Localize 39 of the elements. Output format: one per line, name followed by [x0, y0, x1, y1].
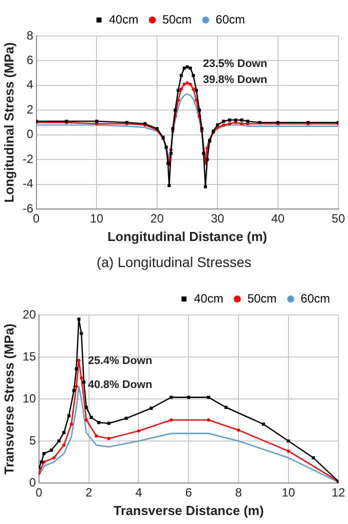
y-tick-label: 10 — [22, 391, 36, 406]
x-tick-label: 10 — [282, 486, 296, 500]
x-tick-label: 2 — [86, 486, 92, 500]
x-tick-label: 40 — [271, 212, 285, 226]
legend-label: 50cm — [247, 291, 277, 306]
x-tick-label: 12 — [332, 486, 346, 500]
y-axis-title: Transverse Stress (MPa) — [1, 323, 16, 475]
y-tick-label: 2 — [26, 102, 34, 116]
y-tick-label: 15 — [22, 349, 36, 364]
annotation: 23.5% Down — [203, 58, 268, 70]
y-tick-label: 0 — [29, 475, 36, 490]
x-tick-label: 8 — [235, 486, 242, 500]
legend-label: 50cm — [162, 12, 192, 26]
x-tick-label: 10 — [90, 212, 104, 226]
y-tick-label: 0 — [26, 127, 34, 142]
legend-label: 40cm — [108, 12, 138, 26]
y-tick-label: -2 — [22, 152, 34, 166]
y-axis-title: Longitudinal Stress (MPa) — [1, 42, 16, 203]
y-tick-label: 8 — [26, 28, 34, 42]
text: (a) Longitudinal Stresses — [96, 253, 252, 272]
y-tick-label: -6 — [22, 201, 34, 216]
x-axis-title: Transverse Distance (m) — [113, 502, 264, 518]
y-tick-label: 20 — [22, 307, 36, 322]
x-axis-title: Longitudinal Distance (m) — [107, 228, 268, 244]
legend-label: 40cm — [194, 291, 224, 306]
y-tick-label: 6 — [26, 53, 34, 68]
x-tick-label: 6 — [185, 486, 192, 500]
legend-label: 60cm — [216, 12, 246, 26]
x-tick-label: 20 — [150, 212, 164, 226]
x-tick-label: 4 — [135, 486, 142, 500]
x-tick-label: 30 — [210, 212, 224, 226]
y-tick-label: 4 — [26, 78, 34, 92]
x-tick-label: 50 — [332, 212, 346, 226]
annotation: 40.8% Down — [88, 379, 152, 391]
y-tick-label: 5 — [29, 433, 36, 448]
annotation: 39.8% Down — [203, 74, 268, 86]
annotation: 25.4% Down — [88, 355, 152, 367]
legend-label: 60cm — [300, 291, 330, 306]
y-tick-label: -4 — [22, 176, 34, 191]
